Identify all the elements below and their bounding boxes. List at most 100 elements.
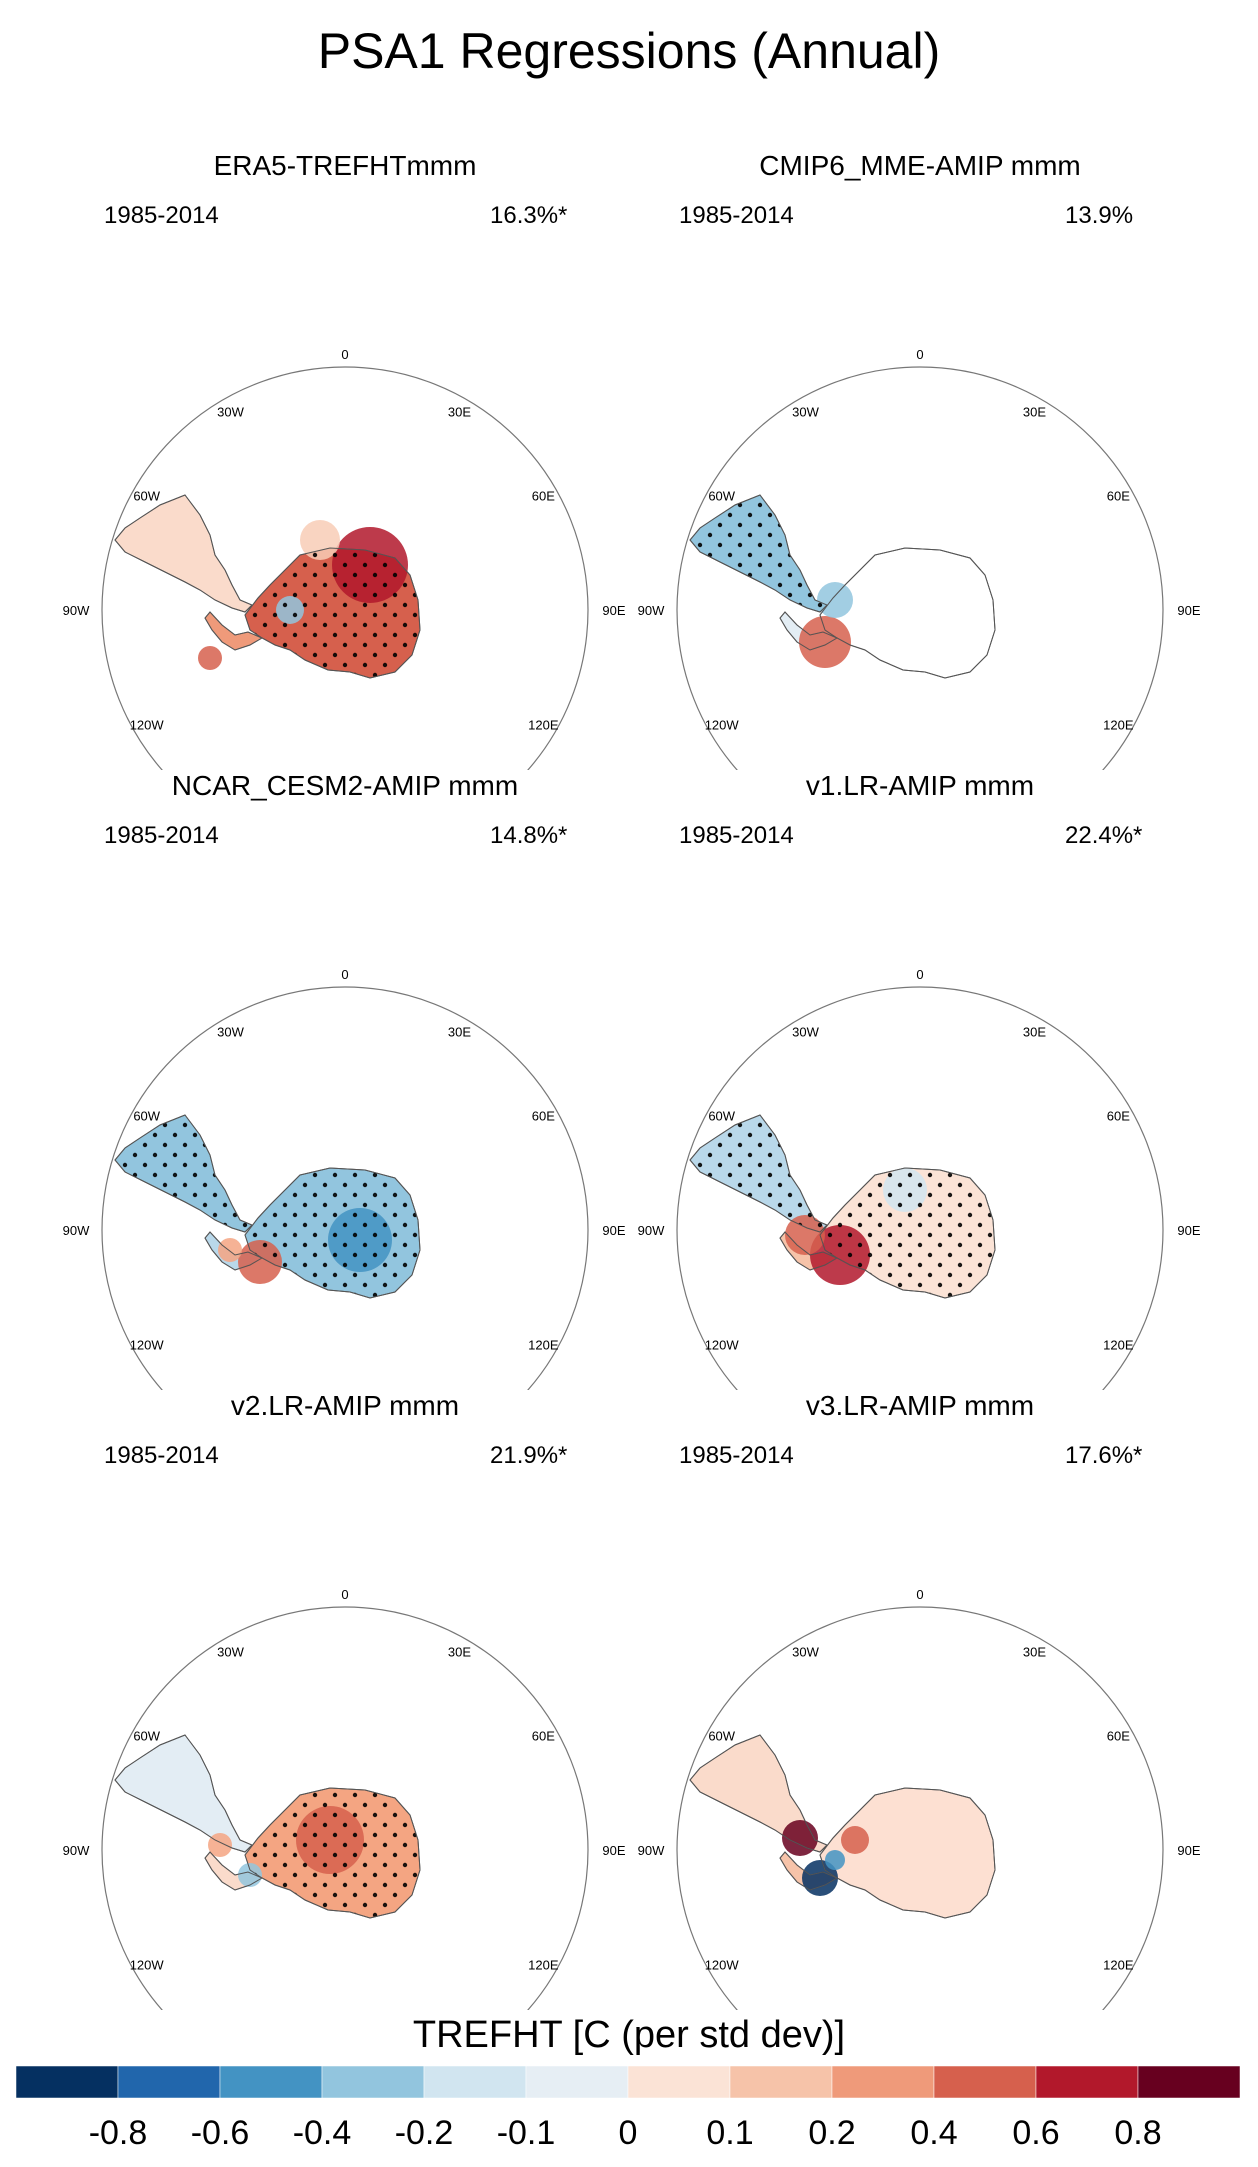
panel-title: v1.LR-AMIP mmm <box>805 770 1035 801</box>
significance-stipple <box>820 1168 995 1298</box>
madagascar-land <box>517 993 536 1013</box>
longitude-label: 60E <box>532 1729 555 1744</box>
map-boundary <box>101 986 589 1390</box>
polar-map: 030E60E90E120E150E180150W120W90W60W30W <box>638 967 1201 1390</box>
madagascar-land <box>1092 373 1111 393</box>
map-boundary <box>101 366 589 770</box>
colorbar-tick-label: -0.4 <box>292 2114 352 2152</box>
longitude-label: 60W <box>133 1729 160 1744</box>
longitude-label: 30W <box>217 1645 244 1660</box>
colorbar-swatch <box>933 2065 1037 2099</box>
longitude-label: 60E <box>532 489 555 504</box>
longitude-label: 90E <box>1177 603 1200 618</box>
longitude-label: 30W <box>792 1645 819 1660</box>
panel-title: CMIP6_MME-AMIP mmm <box>759 150 1081 181</box>
variance-percent: 21.9%* <box>490 1442 568 1469</box>
longitude-label: 90W <box>638 1223 665 1238</box>
period-label: 1985-2014 <box>679 1442 794 1469</box>
longitude-label: 120E <box>1103 1958 1134 1973</box>
longitude-label: 30E <box>448 405 471 420</box>
longitude-label: 120W <box>130 1958 165 1973</box>
colorbar-swatch <box>831 2065 935 2099</box>
longitude-label: 60W <box>708 489 735 504</box>
colorbar-swatch <box>525 2065 629 2099</box>
panel-title: NCAR_CESM2-AMIP mmm <box>171 770 519 801</box>
period-label: 1985-2014 <box>679 822 794 849</box>
panel-title: v2.LR-AMIP mmm <box>230 1390 460 1421</box>
longitude-label: 120E <box>528 718 559 733</box>
longitude-label: 60W <box>708 1729 735 1744</box>
colorbar-tick-label: 0.4 <box>910 2114 958 2152</box>
longitude-label: 120W <box>705 718 740 733</box>
variance-percent: 16.3%* <box>490 202 568 229</box>
colorbar-swatch <box>627 2065 731 2099</box>
colorbar <box>15 2065 1241 2099</box>
longitude-label: 120E <box>1103 1338 1134 1353</box>
longitude-label: 120W <box>705 1338 740 1353</box>
significance-stipple <box>245 1168 420 1298</box>
longitude-label: 90E <box>1177 1223 1200 1238</box>
longitude-label: 120E <box>1103 718 1134 733</box>
longitude-label: 60W <box>133 489 160 504</box>
longitude-label: 120W <box>130 1338 165 1353</box>
anomaly-patch <box>799 616 851 668</box>
significance-stipple <box>115 1115 252 1232</box>
map-boundary <box>101 1606 589 2010</box>
longitude-label: 90W <box>638 603 665 618</box>
africa-land <box>404 987 513 999</box>
longitude-label: 60E <box>532 1109 555 1124</box>
madagascar-land <box>517 1613 536 1633</box>
longitude-label: 0 <box>341 347 348 362</box>
variance-percent: 13.9% <box>1065 202 1134 229</box>
period-label: 1985-2014 <box>679 202 794 229</box>
map-panel-5: v2.LR-AMIP mmm 1985-2014 21.9%* 0 30E 60E 90E 1… <box>0 1390 629 2010</box>
polar-map: 030E60E90E120E150E180150W120W90W60W30W <box>63 967 626 1390</box>
colorbar-tick-label: -0.6 <box>190 2114 250 2152</box>
longitude-label: 30W <box>217 1025 244 1040</box>
colorbar-title: TREFHT [C (per std dev)] <box>412 2014 846 2056</box>
polar-map: 030E60E90E120E150E180150W120W90W60W30W <box>63 1587 626 2010</box>
polar-map: 030E60E90E120E150E180150W120W90W60W30W <box>638 1587 1201 2010</box>
longitude-label: 30E <box>448 1645 471 1660</box>
africa-land <box>979 367 1088 379</box>
longitude-label: 60E <box>1107 1729 1130 1744</box>
map-boundary <box>676 986 1164 1390</box>
longitude-label: 0 <box>341 967 348 982</box>
polar-map: 030E60E90E120E150E180150W120W90W60W30W <box>638 347 1201 770</box>
africa-land <box>979 987 1088 999</box>
longitude-label: 30W <box>792 1025 819 1040</box>
longitude-label: 90W <box>63 1843 90 1858</box>
longitude-label: 120E <box>528 1958 559 1973</box>
significance-stipple <box>690 495 827 612</box>
significance-stipple <box>690 1115 827 1232</box>
colorbar-tick-label: 0.8 <box>1114 2114 1162 2152</box>
longitude-label: 0 <box>916 1587 923 1602</box>
variance-percent: 17.6%* <box>1065 1442 1143 1469</box>
madagascar-land <box>1092 993 1111 1013</box>
colorbar-swatch <box>219 2065 323 2099</box>
colorbar-swatch <box>729 2065 833 2099</box>
longitude-label: 30E <box>1023 1025 1046 1040</box>
longitude-label: 30E <box>448 1025 471 1040</box>
colorbar-tick-label: 0.6 <box>1012 2114 1060 2152</box>
map-boundary <box>676 1606 1164 2010</box>
longitude-label: 120E <box>528 1338 559 1353</box>
colorbar-swatch <box>15 2065 119 2099</box>
colorbar-swatch <box>423 2065 527 2099</box>
longitude-label: 30E <box>1023 1645 1046 1660</box>
anomaly-patch <box>841 1826 869 1854</box>
map-panel-4: v1.LR-AMIP mmm 1985-2014 22.4%* 0 30E 60E 90E 1… <box>575 770 1204 1390</box>
longitude-label: 60W <box>133 1109 160 1124</box>
africa-land <box>979 1607 1088 1619</box>
panel-title: v3.LR-AMIP mmm <box>805 1390 1035 1421</box>
colorbar-tick-label: -0.2 <box>394 2114 454 2152</box>
significance-stipple <box>245 1788 420 1918</box>
period-label: 1985-2014 <box>104 822 219 849</box>
panel-title: ERA5-TREFHTmmm <box>213 150 477 181</box>
colorbar-tick-label: -0.1 <box>496 2114 556 2152</box>
madagascar-land <box>1092 1613 1111 1633</box>
variance-percent: 22.4%* <box>1065 822 1143 849</box>
longitude-label: 30W <box>217 405 244 420</box>
longitude-label: 120W <box>705 1958 740 1973</box>
africa-land <box>404 1607 513 1619</box>
